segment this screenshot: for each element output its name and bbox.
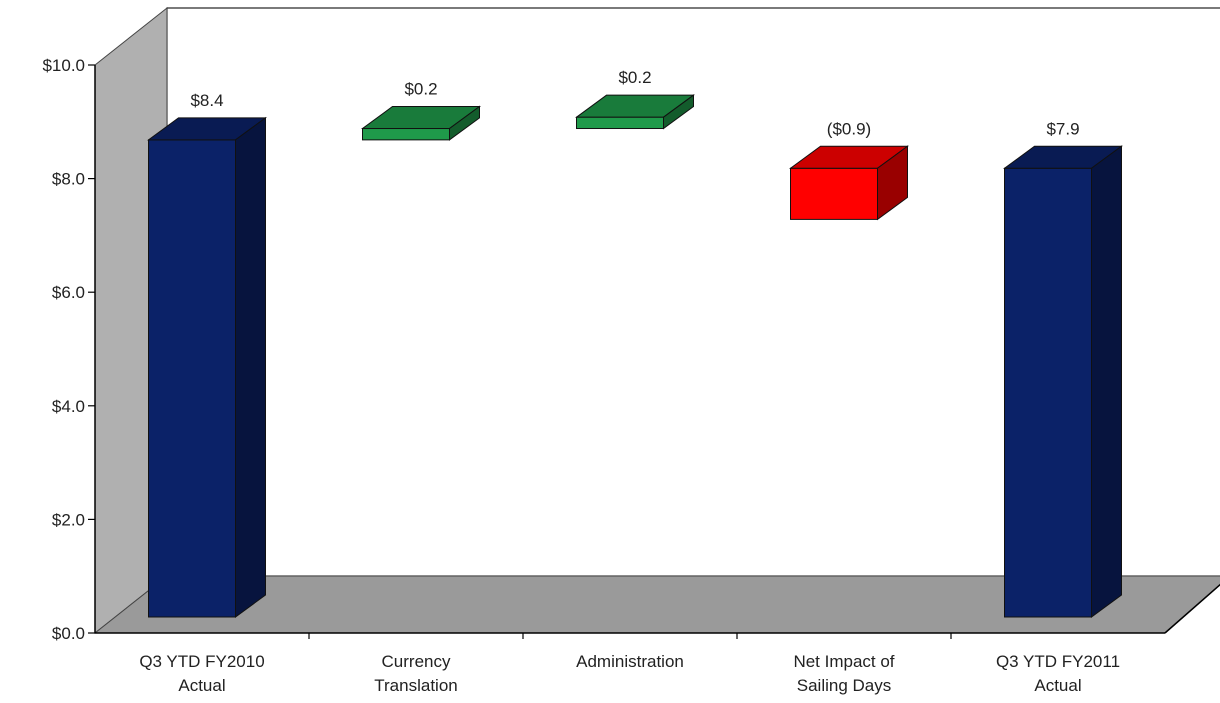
- data-label-3: ($0.9): [827, 119, 871, 138]
- y-tick-label: $10.0: [42, 56, 85, 75]
- bar-0: [146, 116, 268, 618]
- bar-3: [788, 145, 910, 221]
- bar-front: [576, 116, 664, 130]
- bar-2: [574, 94, 696, 130]
- category-label-3: Net Impact of: [793, 652, 894, 671]
- bar-side: [449, 105, 480, 141]
- bar-front: [790, 167, 878, 220]
- bar-side: [663, 94, 694, 130]
- category-label-4: Actual: [1034, 676, 1081, 695]
- category-label-4: Q3 YTD FY2011: [996, 652, 1120, 671]
- chart-labels: $8.4 $0.2 $0.2 ($0.9) $7.9 Q3 YTD FY2010 Actua…: [139, 68, 1120, 695]
- category-label-1: Currency: [382, 652, 451, 671]
- bar-side: [1091, 145, 1122, 618]
- category-label-3: Sailing Days: [797, 676, 892, 695]
- category-label-2: Administration: [576, 652, 684, 671]
- category-label-0: Q3 YTD FY2010: [139, 652, 264, 671]
- data-label-1: $0.2: [404, 80, 437, 99]
- chart-bars: [146, 94, 1124, 618]
- y-tick-label: $4.0: [52, 397, 85, 416]
- data-label-2: $0.2: [618, 68, 651, 87]
- category-label-0: Actual: [178, 676, 225, 695]
- bar-front: [148, 139, 236, 618]
- bar-4: [1002, 145, 1124, 618]
- y-tick-label: $8.0: [52, 170, 85, 189]
- y-tick-label: $0.0: [52, 624, 85, 643]
- bar-front: [362, 128, 450, 141]
- bar-side: [877, 145, 908, 221]
- y-tick-label: $2.0: [52, 510, 85, 529]
- x-axis-depth-line: [1164, 583, 1220, 634]
- bar-front: [1004, 167, 1092, 618]
- category-label-1: Translation: [374, 676, 457, 695]
- chart-axes: $0.0 $2.0 $4.0 $6.0 $8.0 $10.0: [42, 56, 1220, 643]
- data-label-0: $8.4: [190, 91, 223, 110]
- y-tick-label: $6.0: [52, 283, 85, 302]
- data-label-4: $7.9: [1046, 119, 1079, 138]
- bar-1: [360, 105, 482, 141]
- bar-side: [235, 116, 266, 618]
